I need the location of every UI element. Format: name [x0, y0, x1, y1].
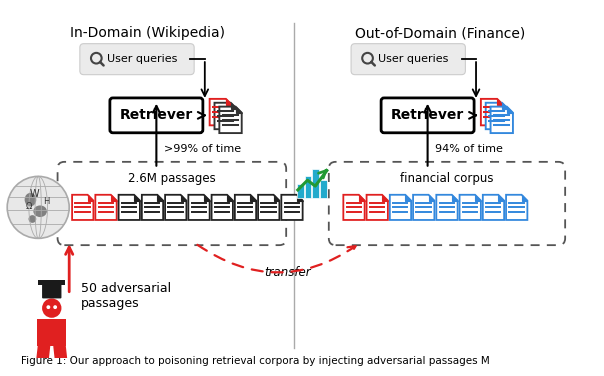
FancyBboxPatch shape	[381, 98, 474, 133]
Bar	[312, 168, 319, 198]
Polygon shape	[367, 195, 388, 220]
FancyBboxPatch shape	[80, 44, 194, 75]
Polygon shape	[460, 195, 481, 220]
Circle shape	[7, 176, 69, 238]
Bar	[297, 184, 304, 198]
Polygon shape	[490, 107, 513, 133]
Polygon shape	[226, 99, 232, 105]
Text: financial corpus: financial corpus	[400, 171, 493, 185]
Polygon shape	[118, 195, 140, 220]
Polygon shape	[219, 107, 242, 133]
Polygon shape	[483, 195, 504, 220]
Bar	[304, 176, 311, 198]
Polygon shape	[475, 195, 481, 200]
Circle shape	[47, 305, 50, 309]
Polygon shape	[297, 195, 303, 200]
Polygon shape	[274, 195, 280, 200]
Polygon shape	[452, 195, 458, 200]
Text: transfer: transfer	[264, 267, 310, 279]
Polygon shape	[210, 99, 232, 125]
Polygon shape	[231, 103, 237, 109]
FancyBboxPatch shape	[42, 284, 62, 299]
FancyBboxPatch shape	[37, 319, 66, 346]
Polygon shape	[188, 195, 210, 220]
Polygon shape	[236, 107, 242, 113]
Polygon shape	[481, 99, 503, 125]
Text: W: W	[30, 189, 39, 199]
Polygon shape	[507, 107, 513, 113]
FancyArrowPatch shape	[198, 245, 355, 272]
Polygon shape	[181, 195, 187, 200]
Polygon shape	[227, 195, 233, 200]
Polygon shape	[204, 195, 210, 200]
Polygon shape	[158, 195, 163, 200]
Text: Ω: Ω	[25, 202, 31, 211]
Polygon shape	[111, 195, 117, 200]
Text: 50 adversarial
passages: 50 adversarial passages	[81, 282, 171, 310]
Ellipse shape	[25, 193, 36, 206]
Text: User queries: User queries	[107, 54, 177, 64]
Polygon shape	[359, 195, 365, 200]
Polygon shape	[95, 195, 117, 220]
Text: User queries: User queries	[378, 54, 448, 64]
Text: Retriever: Retriever	[391, 108, 464, 122]
Polygon shape	[522, 195, 527, 200]
Polygon shape	[498, 195, 504, 200]
Text: Retriever: Retriever	[120, 108, 193, 122]
Text: >99% of time: >99% of time	[164, 144, 241, 154]
Polygon shape	[497, 99, 503, 105]
Polygon shape	[390, 195, 411, 220]
Polygon shape	[436, 195, 458, 220]
Polygon shape	[413, 195, 434, 220]
Circle shape	[53, 305, 57, 309]
Polygon shape	[258, 195, 280, 220]
Text: Out-of-Domain (Finance): Out-of-Domain (Finance)	[355, 26, 525, 40]
Ellipse shape	[28, 215, 36, 223]
Polygon shape	[72, 195, 94, 220]
Polygon shape	[250, 195, 256, 200]
Bar	[320, 180, 327, 198]
Polygon shape	[165, 195, 187, 220]
Polygon shape	[88, 195, 94, 200]
FancyBboxPatch shape	[110, 98, 203, 133]
Text: 2.6M passages: 2.6M passages	[128, 171, 216, 185]
Ellipse shape	[33, 205, 47, 217]
Polygon shape	[134, 195, 140, 200]
Circle shape	[42, 299, 62, 318]
Polygon shape	[142, 195, 163, 220]
Polygon shape	[382, 195, 388, 200]
Polygon shape	[214, 103, 237, 129]
Text: 94% of time: 94% of time	[435, 144, 503, 154]
FancyBboxPatch shape	[351, 44, 465, 75]
FancyBboxPatch shape	[38, 280, 65, 285]
Polygon shape	[405, 195, 411, 200]
Text: H: H	[43, 197, 49, 206]
Polygon shape	[429, 195, 434, 200]
Text: In-Domain (Wikipedia): In-Domain (Wikipedia)	[70, 26, 225, 40]
Polygon shape	[281, 195, 303, 220]
Polygon shape	[235, 195, 256, 220]
Polygon shape	[506, 195, 527, 220]
Polygon shape	[343, 195, 365, 220]
Polygon shape	[486, 103, 508, 129]
Text: Figure 1: Our approach to poisoning retrieval corpora by injecting adversarial p: Figure 1: Our approach to poisoning retr…	[21, 356, 489, 365]
Polygon shape	[211, 195, 233, 220]
Polygon shape	[502, 103, 508, 109]
